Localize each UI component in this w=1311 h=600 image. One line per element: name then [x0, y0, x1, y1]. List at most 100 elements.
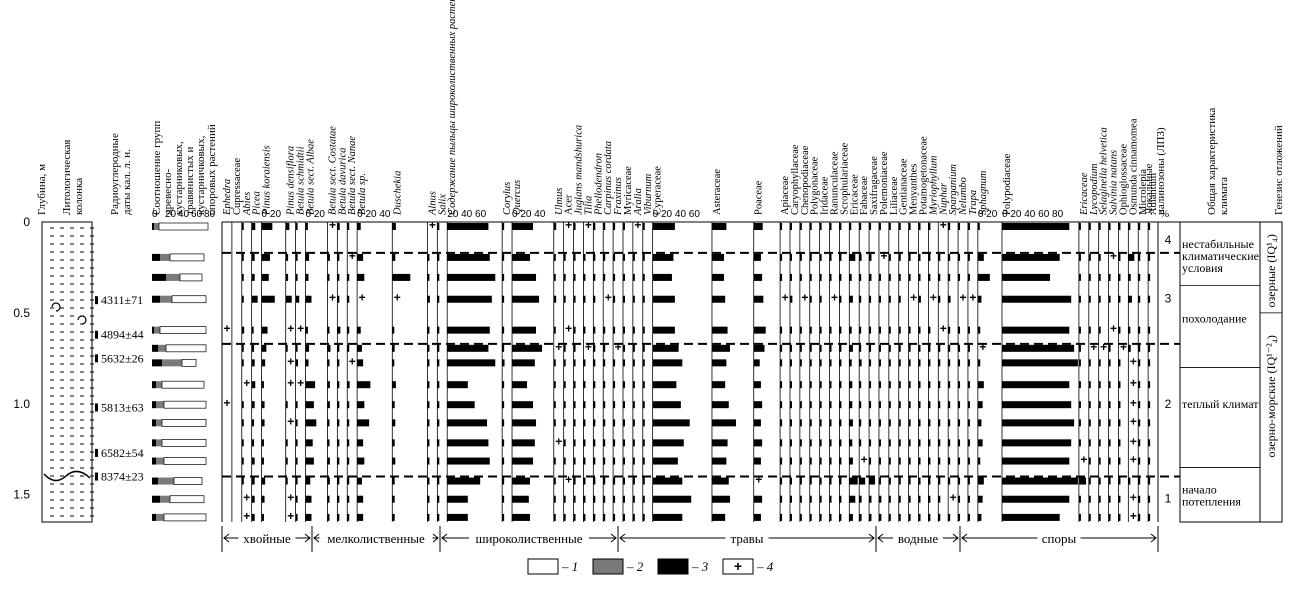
taxon-bar [327, 326, 330, 334]
taxon-bar [753, 381, 761, 389]
taxon-bar [958, 401, 961, 409]
genesis-column [1259, 221, 1283, 523]
taxon-bar [888, 419, 891, 427]
taxon-bar [753, 401, 763, 409]
taxon-bar [251, 513, 255, 521]
taxon-bar [908, 326, 911, 334]
taxon-bar [642, 253, 645, 261]
taxon-bar [652, 439, 684, 447]
taxon-bar [711, 273, 724, 281]
taxon-bar [829, 223, 832, 230]
taxon-bar [305, 457, 314, 465]
taxon-label: Abies [242, 192, 253, 216]
taxon-bar [1078, 344, 1081, 352]
taxon-bar [295, 419, 298, 427]
taxon-bar [563, 419, 566, 427]
taxon-bar [908, 477, 911, 485]
taxon-bar [652, 457, 678, 465]
taxon-label: Salix [437, 194, 448, 215]
taxon-bar [1128, 223, 1131, 230]
taxon-bar [573, 295, 576, 303]
taxon-bar [1148, 495, 1151, 503]
taxon-bar [928, 381, 931, 389]
taxon-bar [563, 381, 566, 389]
date-marker [95, 472, 98, 481]
taxon-bar [613, 439, 616, 447]
taxon-bar [967, 326, 970, 334]
taxon-bar [711, 326, 728, 334]
taxon-bar [859, 439, 862, 447]
taxon-bar [512, 344, 543, 352]
taxon-label: Adiantum [1148, 173, 1159, 215]
taxon-bar [1078, 253, 1081, 261]
taxon-bar [1098, 326, 1101, 334]
taxon-bar [613, 359, 616, 367]
taxon-bar [437, 273, 440, 281]
zones-header-line1: Локальные [1143, 163, 1155, 215]
taxon-bar [632, 253, 635, 261]
taxon-bar [613, 477, 616, 485]
taxon-bar [1118, 495, 1121, 503]
taxon-bar [918, 295, 921, 303]
group-bracket-label: травы [731, 531, 764, 546]
taxon-bar [251, 326, 254, 334]
taxon-bar [809, 253, 812, 261]
taxon-bar [437, 513, 440, 521]
radiocarbon-date-label: 4311±71 [101, 293, 143, 307]
taxon-bar [603, 253, 606, 261]
date-marker [95, 354, 98, 363]
taxon-bar [1148, 344, 1151, 352]
taxon-bar [789, 273, 792, 281]
taxon-bar [819, 419, 822, 427]
taxon-label: Pinus koraiensis [262, 145, 273, 216]
taxon-bar [819, 401, 822, 409]
arrow-right-icon [432, 533, 439, 543]
taxon-label: Lycopodium [1089, 163, 1100, 216]
taxon-bar [392, 401, 395, 409]
climate-header-line2: климата [1218, 177, 1230, 215]
taxon-label: Aralia [633, 188, 644, 216]
taxon-bar [809, 477, 812, 485]
taxon-bar [928, 477, 931, 485]
taxon-bar [553, 381, 556, 389]
taxon-bar [1098, 513, 1101, 521]
taxon-bar [898, 223, 901, 230]
taxon-bar [1088, 401, 1091, 409]
taxon-bar [753, 253, 761, 261]
taxon-bar [928, 457, 931, 465]
taxon-bar [869, 477, 876, 485]
taxon-bar [898, 253, 901, 261]
climate-text: нестабильные [1182, 237, 1254, 251]
taxon-bar [1098, 439, 1101, 447]
taxon-bar [1118, 439, 1121, 447]
taxon-bar [295, 295, 300, 303]
taxon-bar [632, 273, 635, 281]
taxon-bar [652, 326, 675, 334]
taxon-bar [603, 401, 606, 409]
taxon-bar [357, 401, 365, 409]
taxon-bar [888, 477, 891, 485]
presence-plus-mark: + [585, 218, 592, 232]
taxon-tick-label: 0 20 40 [512, 209, 546, 220]
taxon-bar [632, 344, 635, 352]
presence-plus-mark: + [565, 473, 572, 487]
group-bar-gray [158, 477, 174, 485]
taxon-bar [1088, 223, 1091, 230]
taxon-bar [967, 273, 970, 281]
shell-icon [51, 302, 61, 312]
taxon-bar [799, 495, 802, 503]
taxon-bar [1138, 513, 1141, 521]
presence-plus-mark: + [940, 218, 947, 232]
presence-plus-mark: + [223, 322, 230, 336]
taxon-bar [869, 381, 872, 389]
taxon-bar [918, 273, 921, 281]
radiocarbon-date-label: 5813±63 [101, 400, 144, 414]
taxon-bar [347, 513, 350, 521]
taxon-bar [632, 477, 635, 485]
taxon-label: Carpinus cordata [603, 141, 614, 215]
groups-header-line: кустарниковых, [173, 141, 185, 215]
taxon-bar [753, 495, 763, 503]
taxon-bar [1138, 495, 1141, 503]
taxon-tick-label: 20 40 60 [447, 209, 486, 220]
taxon-label: Tilia [583, 196, 594, 215]
